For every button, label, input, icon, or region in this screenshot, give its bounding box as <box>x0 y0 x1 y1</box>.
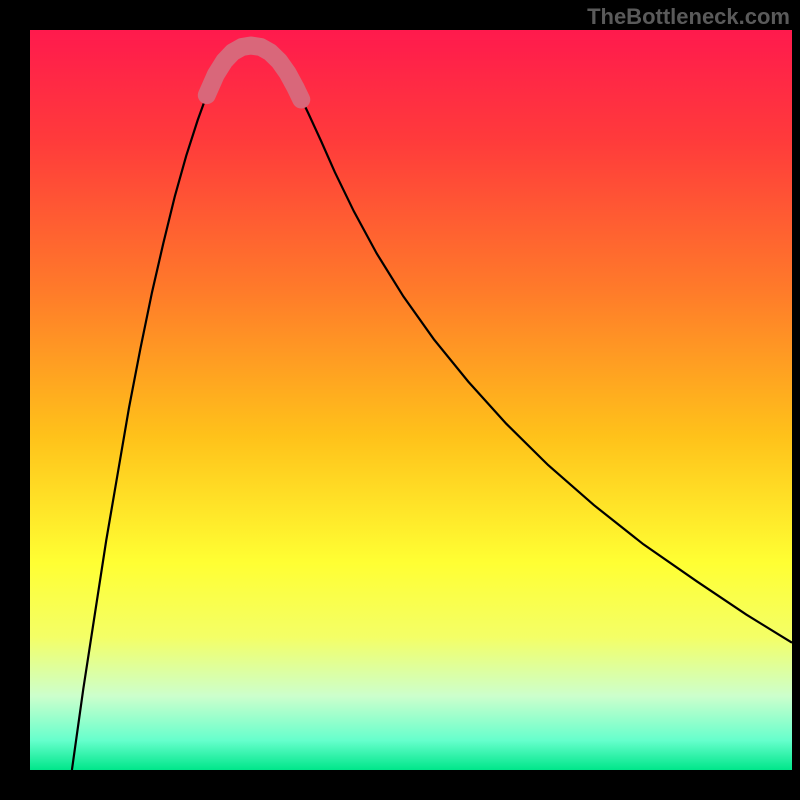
chart-svg <box>30 30 792 770</box>
gradient-background <box>30 30 792 770</box>
plot-area <box>30 30 792 770</box>
chart-frame: TheBottleneck.com <box>0 0 800 800</box>
watermark-text: TheBottleneck.com <box>587 4 790 30</box>
